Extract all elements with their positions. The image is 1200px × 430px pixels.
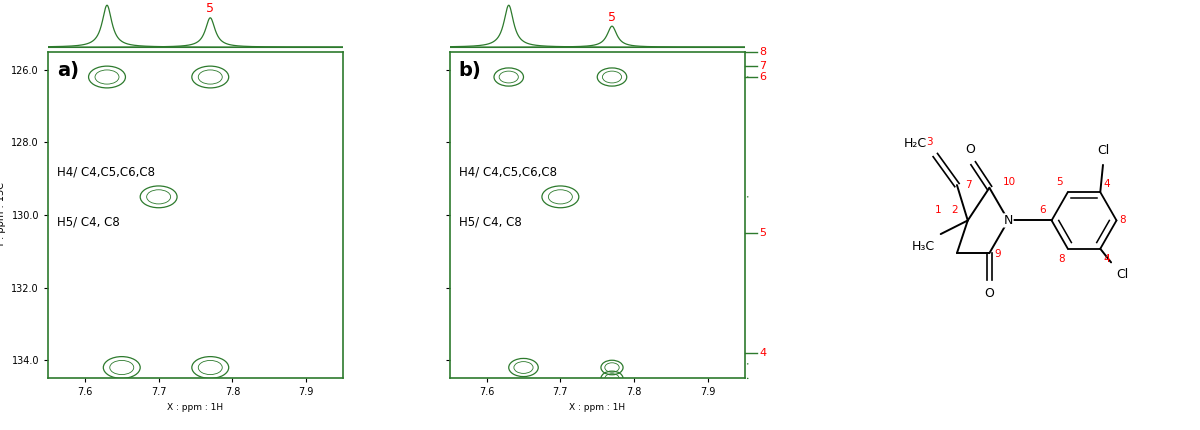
Text: 5: 5 [760,228,766,238]
Text: b): b) [458,61,481,80]
Text: 2: 2 [950,205,958,215]
Text: 7: 7 [760,61,767,71]
Text: 5: 5 [1056,177,1062,187]
Text: 4: 4 [103,0,110,3]
Text: 7: 7 [965,180,972,190]
Text: 6: 6 [760,72,766,82]
Text: H₂C: H₂C [904,137,928,150]
Text: H5/ C4, C8: H5/ C4, C8 [458,215,521,228]
Text: N: N [1003,214,1013,227]
Text: O: O [966,144,976,157]
Text: 8: 8 [1058,254,1066,264]
Text: 8: 8 [760,46,767,57]
Text: 10: 10 [1003,177,1016,187]
Text: 4: 4 [1103,179,1110,190]
Text: H4/ C4,C5,C6,C8: H4/ C4,C5,C6,C8 [458,166,557,179]
Y-axis label: Y : ppm : 13C: Y : ppm : 13C [0,182,6,248]
Text: 5: 5 [206,3,215,15]
Text: Cl: Cl [1097,144,1109,157]
Text: 3: 3 [926,137,932,147]
Text: 5: 5 [608,11,616,24]
Text: 6: 6 [1039,205,1046,215]
X-axis label: X : ppm : 1H: X : ppm : 1H [569,403,625,412]
Text: 4: 4 [505,0,512,3]
Text: 4: 4 [1103,254,1110,264]
Text: a): a) [56,61,79,80]
Text: 9: 9 [995,249,1002,259]
Text: H₃C: H₃C [912,240,935,252]
Text: H4/ C4,C5,C6,C8: H4/ C4,C5,C6,C8 [56,166,155,179]
Text: 1: 1 [935,205,941,215]
Text: 4: 4 [760,348,767,358]
Text: O: O [984,287,995,300]
X-axis label: X : ppm : 1H: X : ppm : 1H [168,403,223,412]
Text: H5/ C4, C8: H5/ C4, C8 [56,215,120,228]
Text: Cl: Cl [1116,268,1129,281]
Text: 8: 8 [1120,215,1126,225]
